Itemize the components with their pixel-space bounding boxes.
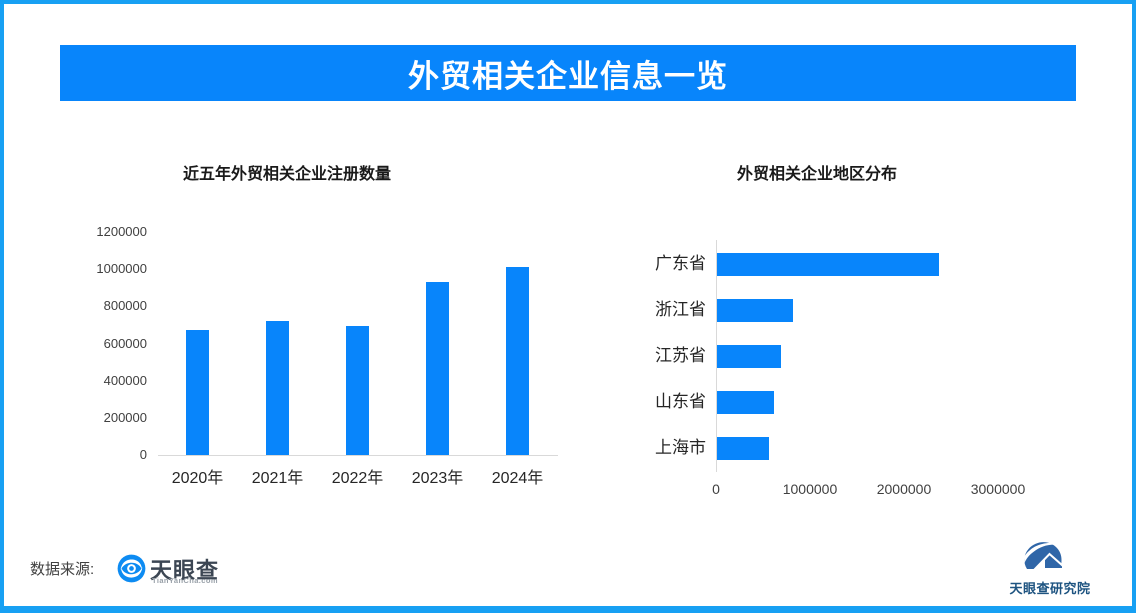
bar-浙江省	[717, 299, 794, 322]
research-institute-icon	[1022, 539, 1067, 576]
bar-2022年	[346, 325, 369, 455]
bar-2021年	[266, 321, 289, 455]
chart-title-registrations-by-year: 近五年外贸相关企业注册数量	[183, 166, 392, 183]
x-axis-category-label: 2021年	[251, 470, 304, 487]
y-axis-category-label: 上海市	[655, 438, 706, 457]
y-axis-tick-label: 600000	[103, 335, 147, 351]
y-axis-tick-label: 200000	[103, 409, 147, 425]
y-axis-category-label: 江苏省	[655, 346, 706, 365]
y-axis-category-label: 广东省	[655, 254, 706, 273]
y-axis-tick-label: 1000000	[96, 261, 147, 277]
x-axis-tick-label: 2000000	[876, 481, 932, 497]
tianyancha-domain: TianYanCha.com	[152, 576, 218, 585]
bar-2024年	[506, 267, 529, 455]
x-axis-category-label: 2023年	[411, 470, 464, 487]
bar-广东省	[717, 253, 939, 276]
page-title: 外贸相关企业信息一览	[408, 58, 728, 94]
x-axis-tick-label: 1000000	[782, 481, 838, 497]
y-axis-tick-label: 1200000	[96, 224, 147, 239]
y-axis-category-label: 浙江省	[655, 300, 706, 319]
y-axis-tick-label: 0	[139, 447, 147, 462]
y-axis-category-label: 山东省	[655, 392, 706, 411]
y-axis-tick-label: 800000	[103, 298, 147, 314]
bar-山东省	[717, 391, 775, 414]
bar-江苏省	[717, 345, 781, 368]
y-axis-line	[716, 240, 717, 472]
y-axis-tick-label: 400000	[103, 372, 147, 388]
data-source-label: 数据来源:	[30, 561, 95, 578]
bar-上海市	[717, 437, 769, 460]
x-axis-tick-label: 0	[712, 481, 720, 497]
research-institute-wordmark: 天眼查研究院	[1009, 581, 1091, 596]
chart-title-region-distribution: 外贸相关企业地区分布	[737, 166, 898, 183]
tianyancha-logo: 天眼查 TianYanCha.com	[117, 553, 237, 587]
x-axis-tick-label: 3000000	[970, 481, 1026, 497]
tianyancha-wordmark: 天眼查	[150, 558, 220, 583]
bar-2020年	[186, 330, 209, 455]
tianyancha-research-logo: 天眼查研究院	[1000, 539, 1100, 596]
tianyancha-eye-icon	[117, 554, 146, 588]
x-axis-category-label: 2022年	[331, 470, 384, 487]
x-axis-category-label: 2024年	[491, 470, 544, 487]
x-axis-line	[158, 455, 558, 456]
title-banner: 外贸相关企业信息一览	[60, 45, 1076, 101]
bar-2023年	[426, 282, 449, 455]
x-axis-category-label: 2020年	[171, 470, 224, 487]
